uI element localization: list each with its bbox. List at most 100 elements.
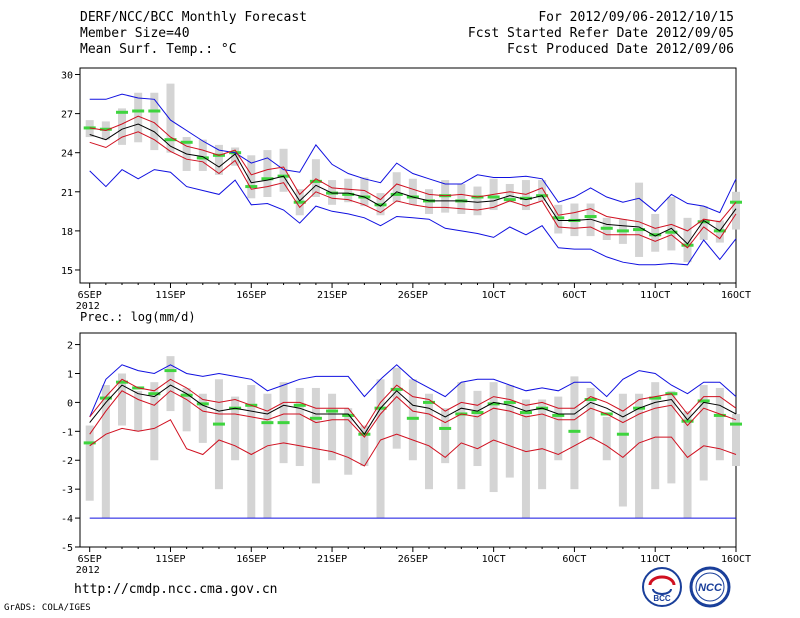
temp-lower-line — [89, 131, 737, 249]
prec-xtick-label: 16SEP — [236, 554, 266, 565]
prec-median-mark — [83, 441, 96, 445]
prec-box — [732, 413, 740, 467]
prec-box — [505, 385, 514, 478]
ncc-logo-text: NCC — [698, 582, 723, 594]
bcc-logo-text: BCC — [653, 594, 671, 603]
temp-box — [214, 144, 223, 175]
prec-median-mark — [616, 432, 629, 436]
temp-median-mark — [180, 140, 193, 144]
prec-title: Prec.: log(mm/d) — [80, 310, 196, 324]
prec-median-mark — [277, 421, 290, 425]
temp-median-mark — [309, 179, 322, 183]
prec-median-mark — [390, 387, 403, 391]
prec-box — [247, 385, 256, 519]
temp-median-mark — [342, 192, 355, 196]
prec-box — [683, 411, 692, 519]
bcc-logo: BCC — [642, 567, 682, 607]
prec-median-mark — [730, 422, 742, 426]
temp-median-mark — [261, 177, 274, 181]
temp-xtick-label: 1OCT — [482, 290, 506, 301]
prec-mean-line — [89, 384, 737, 436]
temp-median-mark — [584, 215, 597, 219]
prec-ytick-label: -3 — [61, 485, 73, 496]
prec-box — [586, 387, 595, 440]
prec-median-mark — [99, 396, 112, 400]
ncc-logo: NCC — [689, 566, 731, 608]
prec-ytick-label: -1 — [61, 427, 73, 438]
temp-year-label: 2012 — [76, 301, 100, 312]
prec-median-mark — [552, 413, 565, 417]
prec-xtick-label: 1OCT — [482, 554, 506, 565]
prec-median-mark — [584, 398, 597, 402]
grads-credit: GrADS: COLA/IGES — [4, 603, 91, 613]
prec-box — [134, 390, 143, 432]
member-size: Member Size=40 — [80, 26, 190, 41]
temp-box — [231, 147, 240, 166]
temp-box — [247, 155, 256, 199]
prec-median-mark — [164, 369, 177, 373]
ncc-logo-ring — [689, 566, 731, 608]
prec-ytick-label: -5 — [61, 543, 73, 554]
prec-median-mark — [568, 429, 581, 433]
prec-median-mark — [342, 413, 355, 417]
prec-median-mark — [180, 393, 193, 397]
prec-max-line — [89, 364, 737, 418]
prec-lower-line — [89, 390, 737, 438]
prec-median-mark — [471, 411, 484, 415]
temp-xtick-label: 11SEP — [155, 290, 185, 301]
prec-ytick-label: 0 — [67, 398, 73, 409]
prec-lower-min-line — [89, 419, 737, 467]
prec-xtick-label: 11SEP — [155, 554, 185, 565]
prec-median-mark — [503, 400, 516, 404]
temp-median-mark — [681, 243, 694, 247]
temp-median-mark — [665, 230, 678, 234]
temp-median-mark — [245, 185, 258, 189]
prec-box — [182, 387, 191, 432]
prec-year-label: 2012 — [76, 565, 100, 576]
temp-box — [457, 183, 466, 214]
temp-median-mark — [503, 198, 516, 202]
temp-box — [392, 172, 401, 203]
temp-box — [732, 191, 740, 230]
temp-xtick-label: 11OCT — [640, 290, 670, 301]
prec-median-mark — [519, 411, 532, 415]
prec-box — [198, 393, 207, 443]
prec-median-mark — [439, 426, 452, 430]
temp-box — [166, 83, 175, 153]
header-left: DERF/NCC/BCC Monthly Forecast Member Size… — [80, 10, 307, 58]
header-right: For 2012/09/06-2012/10/15 Fcst Started Re… — [440, 10, 734, 58]
prec-median-mark — [261, 421, 274, 425]
prec-box — [150, 382, 159, 461]
temp-xtick-label: 16SEP — [236, 290, 266, 301]
forecast-period: For 2012/09/06-2012/10/15 — [538, 10, 734, 25]
temp-upper-line — [89, 115, 737, 232]
temp-ytick-label: 15 — [61, 266, 73, 277]
temp-median-mark — [293, 200, 306, 204]
prec-upper-line — [89, 378, 737, 430]
bcc-logo-ring — [642, 567, 682, 607]
prec-box — [635, 393, 644, 519]
prec-box — [602, 416, 611, 461]
prec-median-mark — [406, 416, 419, 420]
temp-box — [667, 197, 676, 251]
prec-box — [231, 396, 240, 461]
temp-box — [311, 159, 320, 197]
prec-box — [538, 399, 547, 490]
temp-box — [408, 178, 417, 205]
temp-median-mark — [196, 156, 209, 160]
prec-ytick-label: 2 — [67, 341, 73, 352]
source-url[interactable]: http://cmdp.ncc.cma.gov.cn — [74, 582, 278, 597]
prec-median-mark — [326, 409, 339, 413]
prec-xtick-label: 26SEP — [398, 554, 428, 565]
temp-mean-line — [89, 123, 737, 245]
prec-box — [489, 382, 498, 493]
temp-box — [279, 148, 288, 192]
bcc-logo-arc — [648, 575, 676, 586]
temp-median-mark — [374, 203, 387, 207]
prec-box — [344, 408, 353, 475]
prec-median-mark — [116, 380, 129, 384]
temp-min-line — [89, 168, 737, 266]
prec-box — [214, 379, 223, 490]
temp-box — [683, 217, 692, 263]
chart-title: DERF/NCC/BCC Monthly Forecast — [80, 10, 307, 25]
